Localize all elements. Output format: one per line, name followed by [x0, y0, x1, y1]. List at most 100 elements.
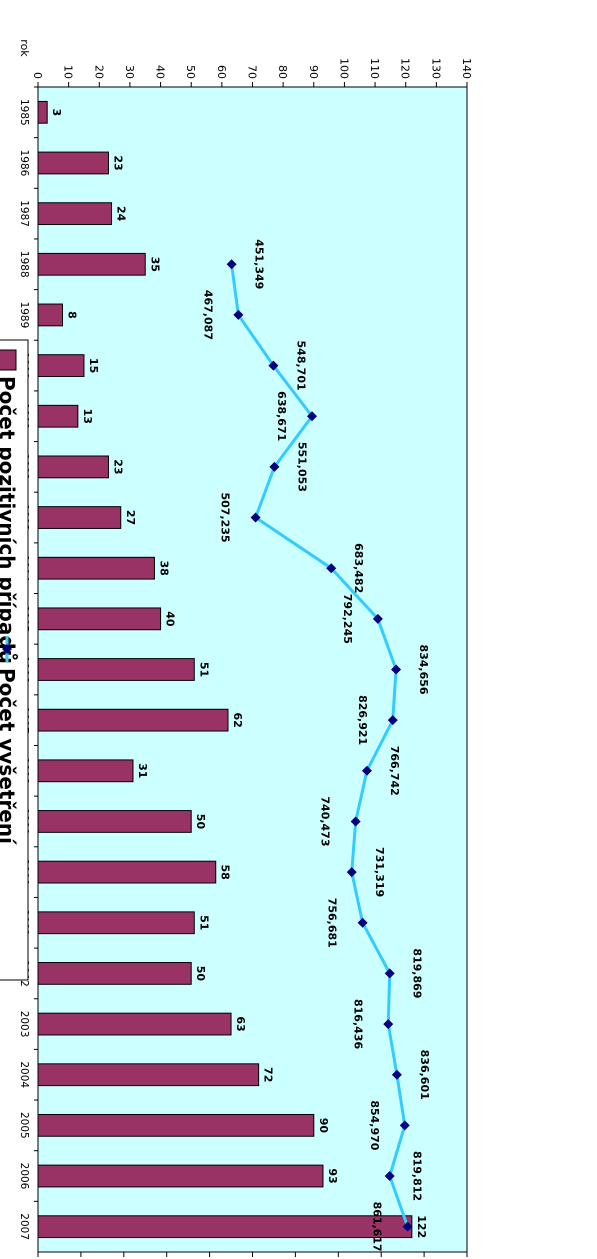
- y-tick-label: 60: [215, 65, 228, 79]
- bar-data-label: 8: [66, 311, 79, 319]
- line-point: [233, 309, 244, 320]
- legend-label-bars: Počet pozitivních případů: [0, 376, 19, 664]
- bar-data-label: 40: [164, 611, 177, 627]
- bar-data-label: 62: [231, 712, 244, 727]
- line-point: [384, 1171, 395, 1182]
- bar-data-label: 38: [157, 561, 170, 576]
- x-tick-label: 2003: [18, 1011, 30, 1038]
- y-tick-label: 80: [276, 65, 289, 79]
- bar-data-label: 50: [194, 966, 207, 982]
- bar-data-label: 58: [219, 864, 232, 879]
- x-tick-label: 2006: [18, 1163, 30, 1190]
- y-tick-label: 140: [460, 58, 473, 79]
- x-tick-label: 1989: [18, 302, 30, 329]
- line-data-label: 861,617: [371, 1202, 384, 1252]
- y-tick-label: 0: [31, 72, 44, 79]
- line-point: [372, 613, 383, 624]
- bar-data-label: 23: [111, 459, 124, 474]
- line-data-label: 548,701: [294, 341, 307, 391]
- line-point: [269, 461, 280, 472]
- line-point: [346, 867, 357, 878]
- line-data-label: 467,087: [201, 290, 214, 340]
- line-series: 451,349 467,087 548,701 638,671 551,053 507,2…: [201, 239, 431, 1252]
- bar: [37, 708, 229, 732]
- line-data-label: 766,742: [388, 746, 401, 796]
- line-data-label: 740,473: [319, 796, 332, 846]
- bar: [37, 252, 146, 276]
- bar: [37, 1215, 413, 1239]
- bar: [37, 202, 113, 226]
- line-point: [357, 917, 368, 928]
- line-point: [268, 360, 279, 371]
- y-tick-label: 30: [123, 65, 136, 79]
- line-data-label: 451,349: [253, 239, 266, 289]
- bar-data-label: 24: [115, 206, 128, 222]
- bar-data-label: 50: [194, 814, 207, 830]
- bar: [37, 911, 195, 935]
- line-point: [361, 765, 372, 776]
- bar-series: 3 23 24 35 8 15 13 23 27 38 40 51 62 31 50 58 51 50 63 72 90…: [37, 100, 428, 1239]
- bar: [37, 860, 217, 884]
- rotated-chart-group: 3 23 24 35 8 15 13 23 27 38 40 51 62 31 50 58 51 50 63 72 90…: [0, 39, 473, 1257]
- bar: [37, 404, 79, 428]
- bar: [37, 607, 162, 631]
- line-point: [387, 715, 398, 726]
- bar-data-label: 63: [234, 1016, 247, 1031]
- line-point: [391, 664, 402, 675]
- line-data-label: 836,601: [418, 1050, 431, 1100]
- line-data-label: 683,482: [352, 543, 365, 593]
- y-tick-label: 50: [184, 65, 197, 79]
- x-tick-label: 2004: [18, 1061, 30, 1088]
- legend-bar-swatch: [0, 349, 17, 371]
- bar-data-label: 23: [111, 155, 124, 170]
- y-tick-label: 110: [368, 58, 381, 79]
- line-point: [391, 1069, 402, 1080]
- line-data-label: 551,053: [295, 442, 308, 492]
- x-axis-title: rok: [18, 39, 31, 57]
- line-data-label: 819,812: [411, 1151, 424, 1201]
- bar-data-label: 122: [415, 1215, 428, 1238]
- line-point: [384, 968, 395, 979]
- legend: Počet pozitivních případů Počet vyšetření: [0, 339, 29, 981]
- bar-data-label: 15: [87, 358, 100, 373]
- y-tick-label: 100: [337, 58, 350, 79]
- line-data-label: 792,245: [341, 594, 354, 644]
- line-data-label: 834,656: [417, 644, 430, 694]
- line-data-label: 816,436: [351, 999, 364, 1049]
- x-tick-label: 1988: [18, 251, 30, 278]
- line-data-label: 507,235: [219, 492, 232, 542]
- bar-data-label: 93: [326, 1168, 339, 1183]
- bar: [37, 455, 109, 479]
- y-tick-label: 130: [429, 58, 442, 79]
- bar-data-label: 72: [262, 1067, 275, 1082]
- bar: [37, 962, 192, 985]
- line-data-label: 826,921: [356, 695, 369, 745]
- bar: [37, 354, 85, 377]
- bar-data-label: 35: [148, 257, 161, 272]
- y-tick-label: 10: [62, 65, 75, 79]
- y-tick-label: 70: [246, 65, 259, 79]
- line-data-label: 731,319: [373, 847, 386, 897]
- bar: [37, 1063, 260, 1087]
- x-tick-label: 1987: [18, 200, 30, 227]
- y-tick-label: 40: [154, 65, 167, 79]
- y-tick-label: 90: [307, 65, 320, 79]
- bar: [37, 1164, 324, 1188]
- line-data-label: 756,681: [326, 898, 339, 948]
- bar: [37, 658, 195, 681]
- bar: [37, 100, 48, 124]
- line-point: [350, 816, 361, 827]
- series-line: [230, 264, 410, 1228]
- bar: [37, 810, 192, 833]
- line-data-label: 819,869: [411, 948, 424, 998]
- bar-data-label: 3: [50, 108, 63, 116]
- bar: [37, 556, 155, 580]
- y-tick-label: 20: [92, 65, 105, 79]
- bar: [37, 506, 122, 529]
- line-point: [399, 1120, 410, 1131]
- bar: [37, 151, 109, 175]
- x-tick-label: 2007: [18, 1213, 30, 1240]
- bar: [37, 303, 64, 327]
- line-point: [383, 1019, 394, 1030]
